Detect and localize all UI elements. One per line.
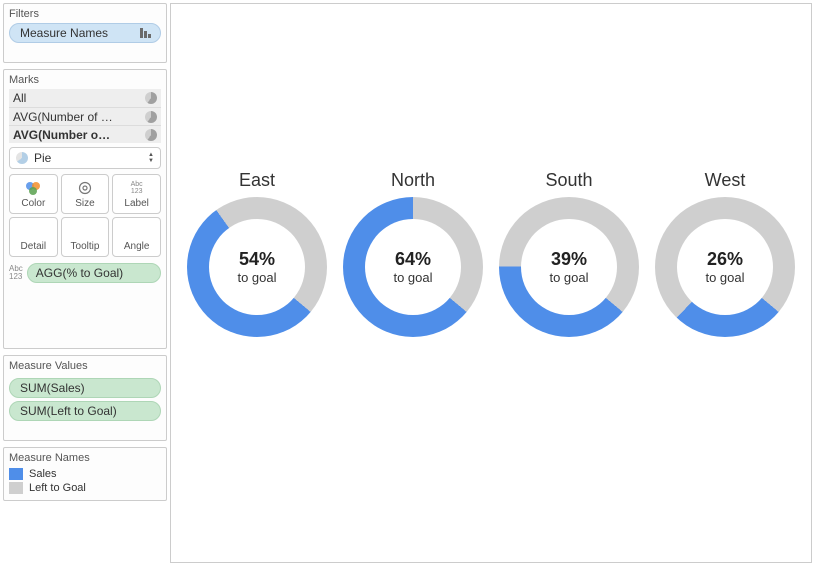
donut-sublabel: to goal [549, 270, 588, 285]
mark-button-label: Color [21, 198, 45, 209]
mark-button-detail[interactable]: Detail [9, 217, 58, 257]
side-panel: Filters Measure Names Marks All AVG(Numbe… [0, 0, 170, 566]
pie-icon [145, 92, 157, 104]
donut-south: South 39%to goal [499, 170, 639, 337]
donut-title: West [705, 170, 746, 191]
donut-title: South [545, 170, 592, 191]
marks-row[interactable]: AVG(Number of … [9, 107, 161, 125]
donut-sublabel: to goal [237, 270, 276, 285]
donut-center: 26%to goal [677, 219, 773, 315]
legend-label: Sales [29, 468, 57, 480]
legend-swatch [9, 482, 23, 494]
mark-button-label: Tooltip [71, 241, 100, 252]
legend-item[interactable]: Left to Goal [9, 481, 161, 495]
marks-row-label: All [13, 91, 26, 105]
abc123-icon: Abc123 [131, 180, 143, 196]
chart-canvas: East54%to goalNorth64%to goalSouth39%to … [170, 3, 812, 563]
measure-values-shelf: Measure Values SUM(Sales) SUM(Left to Goa… [3, 355, 167, 441]
legend-label: Left to Goal [29, 482, 86, 494]
marks-row-label: AVG(Number of … [13, 110, 113, 124]
donut-ring: 39%to goal [499, 197, 639, 337]
measure-values-title: Measure Values [9, 360, 161, 375]
mark-button-label: Angle [124, 241, 150, 252]
marks-title: Marks [9, 74, 161, 89]
measure-value-pill[interactable]: SUM(Sales) [9, 378, 161, 398]
donut-north: North 64%to goal [343, 170, 483, 337]
legend-item[interactable]: Sales [9, 467, 161, 481]
mark-button-label[interactable]: Abc123 Label [112, 174, 161, 214]
measure-value-pill[interactable]: SUM(Left to Goal) [9, 401, 161, 421]
filters-title: Filters [9, 8, 161, 23]
donut-percent: 39% [551, 249, 587, 270]
donut-sublabel: to goal [705, 270, 744, 285]
stepper-icon: ▲▼ [148, 153, 154, 164]
donut-center: 54%to goal [209, 219, 305, 315]
filters-shelf: Filters Measure Names [3, 3, 167, 63]
mark-button-angle[interactable]: Angle [112, 217, 161, 257]
filter-pill-measure-names[interactable]: Measure Names [9, 23, 161, 43]
mark-button-label: Detail [21, 241, 47, 252]
donut-west: West 26%to goal [655, 170, 795, 337]
measure-names-title: Measure Names [9, 452, 161, 467]
measure-names-legend: Measure Names Sales Left to Goal [3, 447, 167, 501]
mark-type-select[interactable]: Pie ▲▼ [9, 147, 161, 169]
donut-percent: 54% [239, 249, 275, 270]
marks-row[interactable]: AVG(Number o… [9, 125, 161, 143]
marks-row[interactable]: All [9, 89, 161, 107]
pie-icon [16, 152, 28, 164]
filter-pill-label: Measure Names [20, 26, 108, 40]
donut-percent: 64% [395, 249, 431, 270]
donut-percent: 26% [707, 249, 743, 270]
donut-title: East [239, 170, 275, 191]
donut-title: North [391, 170, 435, 191]
marks-row-label: AVG(Number o… [13, 128, 110, 142]
size-icon [77, 180, 93, 196]
mark-button-color[interactable]: Color [9, 174, 58, 214]
marks-buttons-grid: Color Size Abc123 Label Detail Tooltip Angle [9, 174, 161, 257]
donut-sublabel: to goal [393, 270, 432, 285]
pie-icon [145, 129, 157, 141]
agg-pill-label: AGG(% to Goal) [36, 266, 123, 280]
mark-button-tooltip[interactable]: Tooltip [61, 217, 110, 257]
donut-ring: 54%to goal [187, 197, 327, 337]
donut-ring: 26%to goal [655, 197, 795, 337]
marks-card: Marks All AVG(Number of … AVG(Number o… Pi… [3, 69, 167, 349]
mark-type-label: Pie [34, 151, 51, 165]
color-icon [25, 180, 41, 196]
abc123-icon: Abc123 [9, 265, 23, 281]
mark-button-label: Label [124, 198, 148, 209]
sort-icon [140, 28, 152, 38]
mark-button-label: Size [75, 198, 94, 209]
donut-center: 39%to goal [521, 219, 617, 315]
mark-button-size[interactable]: Size [61, 174, 110, 214]
agg-pill[interactable]: AGG(% to Goal) [27, 263, 161, 283]
donut-center: 64%to goal [365, 219, 461, 315]
donut-east: East 54%to goal [187, 170, 327, 337]
pie-icon [145, 111, 157, 123]
legend-swatch [9, 468, 23, 480]
donut-ring: 64%to goal [343, 197, 483, 337]
